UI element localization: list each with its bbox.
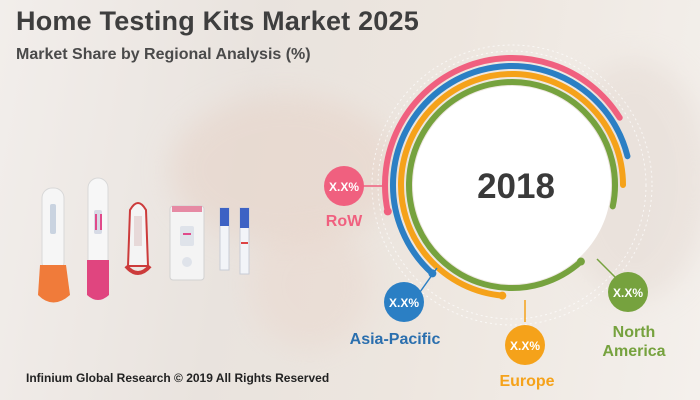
center-year-label: 2018 [477, 167, 555, 206]
europe-value-label: X.X% [510, 339, 540, 353]
page-title: Home Testing Kits Market 2025 [16, 6, 419, 36]
na-region-label-line2: America [602, 343, 665, 360]
test-strips-icon [219, 207, 250, 275]
asia-marker [384, 282, 424, 322]
europe-arc-end-dot [498, 291, 507, 300]
na-arc-end-dot [576, 257, 585, 266]
row-region-label: RoW [326, 213, 363, 230]
asia-value-label: X.X% [389, 296, 419, 310]
europe-marker [505, 325, 545, 365]
na-connector [596, 258, 619, 281]
dashed-guide-ring-1 [377, 50, 647, 320]
cassette-test-kit-icon [169, 205, 205, 281]
center-circle [413, 86, 611, 284]
page-subtitle: Market Share by Regional Analysis (%) [16, 46, 311, 63]
clip-test-kit-icon [124, 202, 152, 275]
na-marker [608, 272, 648, 312]
asia-connector [419, 267, 438, 293]
dashed-guide-ring-2 [371, 44, 653, 326]
europe-arc [398, 71, 626, 299]
pink-test-kit-icon [87, 177, 109, 300]
europe-region-label: Europe [499, 373, 554, 390]
background-hand-shape [170, 95, 400, 245]
na-value-label: X.X% [613, 286, 643, 300]
test-kits-illustration [38, 177, 250, 303]
copyright-footer: Infinium Global Research © 2019 All Righ… [26, 371, 330, 385]
row-value-label: X.X% [329, 180, 359, 194]
row-arc [382, 55, 623, 215]
asia-arc [390, 63, 631, 277]
row-arc-end-dot [383, 207, 392, 216]
na-region-label-line1: North [613, 324, 656, 341]
row-marker [324, 166, 364, 206]
asia-region-label: Asia-Pacific [350, 331, 441, 348]
na-arc [406, 79, 618, 291]
orange-test-kit-icon [38, 187, 70, 303]
background-arm-shape [250, 220, 370, 350]
